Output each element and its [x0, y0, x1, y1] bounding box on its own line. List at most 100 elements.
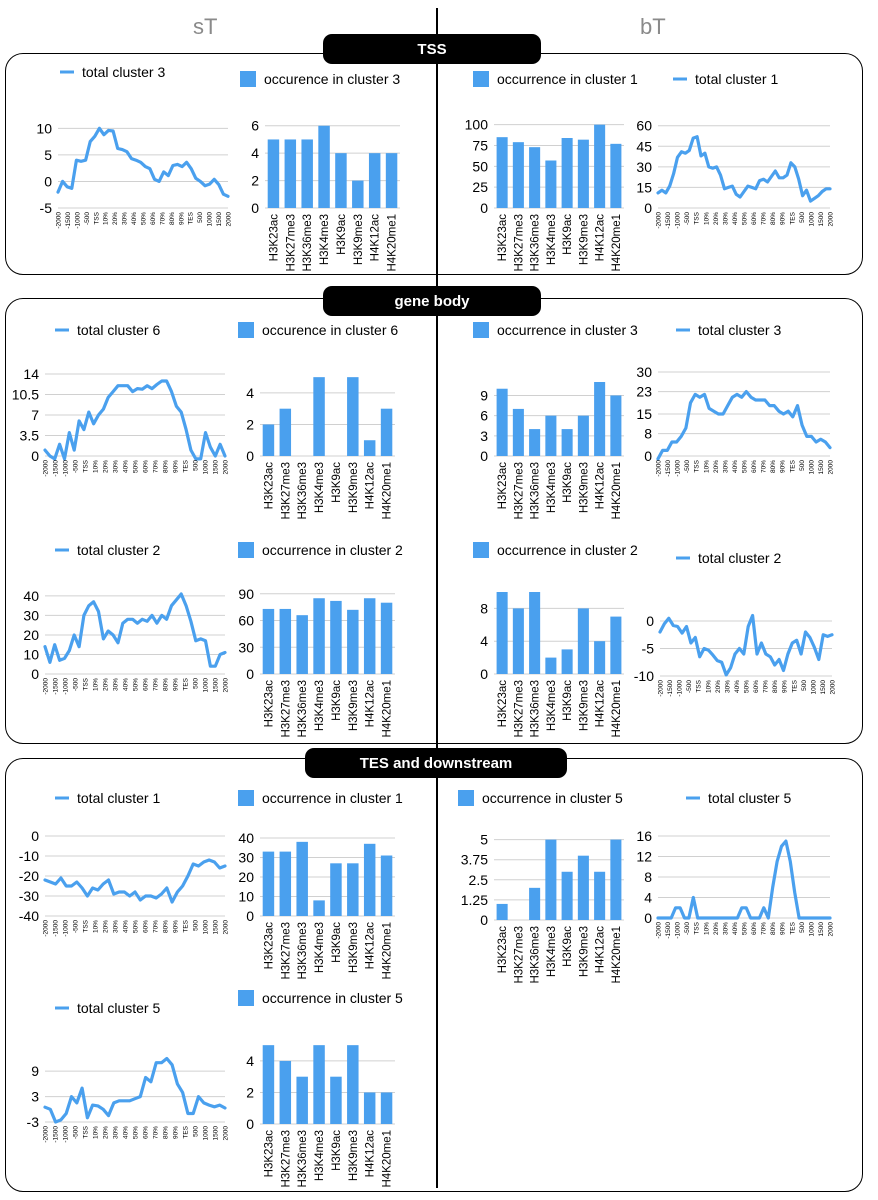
x-tick-label: TSS	[83, 459, 90, 472]
x-tick-label: 20%	[715, 680, 722, 693]
y-tick-label: 0	[246, 908, 254, 924]
x-tick-label: 70%	[153, 1126, 160, 1139]
x-category-label: H4K12ac	[595, 214, 607, 262]
x-tick-label: 50%	[133, 460, 140, 473]
x-category-label: H3K4me3	[546, 462, 558, 513]
legend: occurrence in cluster 2	[238, 542, 403, 558]
legend-label: total cluster 3	[698, 322, 781, 338]
bar	[262, 424, 275, 456]
y-tick-label: 0	[644, 200, 652, 216]
y-tick-label: 0	[31, 448, 39, 464]
y-tick-label: 23	[636, 384, 652, 400]
bar	[577, 139, 589, 208]
y-tick-label: 5	[480, 832, 488, 848]
bar	[313, 377, 325, 456]
y-tick-label: 40	[23, 588, 39, 604]
x-tick-label: -1500	[665, 922, 672, 939]
bar	[610, 839, 622, 920]
chart-gb-bt-total-cluster-3: total cluster 3 30 23 15 8 0 -2000 -1500 -1000 -5…	[636, 322, 835, 477]
x-tick-label: -2000	[656, 212, 663, 229]
y-tick-label: 10	[23, 646, 39, 662]
x-tick-label: TSS	[83, 677, 90, 690]
x-tick-label: 20%	[713, 922, 720, 935]
x-tick-label: 2000	[828, 460, 835, 475]
x-category-label: H3K23ac	[263, 680, 275, 728]
x-tick-label: 2000	[223, 678, 230, 693]
x-tick-label: 70%	[153, 678, 160, 691]
x-tick-label: TSS	[694, 211, 701, 224]
x-tick-label: -1000	[63, 1126, 70, 1143]
series-line	[656, 839, 832, 920]
x-category-label: H3K4me3	[314, 680, 326, 731]
bar	[594, 124, 606, 208]
y-tick-label: 3.75	[461, 852, 488, 868]
bar	[347, 377, 359, 456]
bar	[279, 1060, 292, 1124]
y-tick-label: 10	[238, 888, 254, 904]
x-tick-label: -1000	[63, 920, 70, 937]
x-category-label: H4K12ac	[595, 680, 607, 728]
x-tick-label: 80%	[169, 212, 176, 225]
x-tick-label: 70%	[153, 460, 160, 473]
y-tick-label: 9	[31, 1063, 39, 1079]
x-category-label: H3K27me3	[513, 926, 525, 984]
x-tick-label: 40%	[732, 922, 739, 935]
x-category-label: H3K36me3	[297, 922, 309, 980]
legend-label: occurrence in cluster 2	[262, 542, 403, 558]
y-tick-label: 75	[472, 138, 488, 154]
x-tick-label: 1000	[203, 678, 210, 693]
x-tick-label: 1500	[818, 212, 825, 227]
x-tick-label: -1000	[63, 678, 70, 695]
bar	[262, 851, 275, 916]
x-tick-label: 80%	[163, 920, 170, 933]
y-tick-label: 60	[238, 613, 254, 629]
x-tick-label: 2000	[226, 212, 233, 227]
x-tick-label: 90%	[173, 1126, 180, 1139]
x-category-label: H3K36me3	[302, 214, 314, 272]
legend-label: occurrence in cluster 2	[497, 542, 638, 558]
x-category-label: H3K27me3	[513, 214, 525, 272]
x-category-label: H3K4me3	[546, 214, 558, 265]
legend: occurrence in cluster 1	[238, 790, 403, 806]
x-tick-label: 1000	[808, 922, 815, 937]
x-tick-label: 60%	[753, 680, 760, 693]
legend: total cluster 3	[60, 64, 165, 80]
chart-tes-st-occurrence-cluster-5: occurrence in cluster 5 4 2 0 H3K23ac H3K27me…	[238, 990, 403, 1188]
x-tick-label: 20%	[103, 1126, 110, 1139]
x-tick-label: -1500	[53, 920, 60, 937]
series-line	[656, 135, 832, 203]
x-tick-label: TES	[183, 677, 190, 690]
bar	[496, 388, 508, 456]
bar	[561, 429, 573, 456]
x-tick-label: 90%	[780, 212, 787, 225]
x-tick-label: TES	[791, 679, 798, 692]
section-gene-body-title: gene body	[323, 286, 541, 316]
legend-label: total cluster 3	[82, 64, 165, 80]
x-tick-label: 70%	[153, 920, 160, 933]
x-tick-label: -1500	[667, 680, 674, 697]
y-tick-label: -5	[642, 641, 655, 657]
x-tick-label: 1500	[213, 678, 220, 693]
x-tick-label: 2000	[223, 1126, 230, 1141]
x-category-label: H3K9ac	[562, 214, 574, 255]
bar	[610, 395, 622, 456]
y-tick-label: 0	[480, 200, 488, 216]
bar	[347, 609, 359, 674]
y-tick-label: -30	[19, 888, 39, 904]
x-tick-label: TSS	[93, 211, 100, 224]
x-category-label: H3K9ac	[562, 680, 574, 721]
x-tick-label: 1000	[810, 680, 817, 695]
x-tick-label: 2000	[828, 212, 835, 227]
bar	[347, 863, 359, 916]
x-category-label: H3K9me3	[353, 214, 365, 265]
x-tick-label: 60%	[751, 460, 758, 473]
legend-bar-swatch	[458, 790, 474, 806]
x-tick-label: 40%	[732, 460, 739, 473]
x-category-label: H3K4me3	[319, 214, 331, 265]
chart-gb-bt-occurrence-cluster-2: occurrence in cluster 2 8 4 0 H3K23ac H3K27me…	[473, 542, 638, 738]
legend: total cluster 6	[55, 322, 160, 338]
x-tick-label: TES	[188, 211, 195, 224]
bar	[279, 608, 292, 674]
x-tick-label: -1500	[665, 460, 672, 477]
x-category-label: H3K27me3	[280, 462, 292, 520]
